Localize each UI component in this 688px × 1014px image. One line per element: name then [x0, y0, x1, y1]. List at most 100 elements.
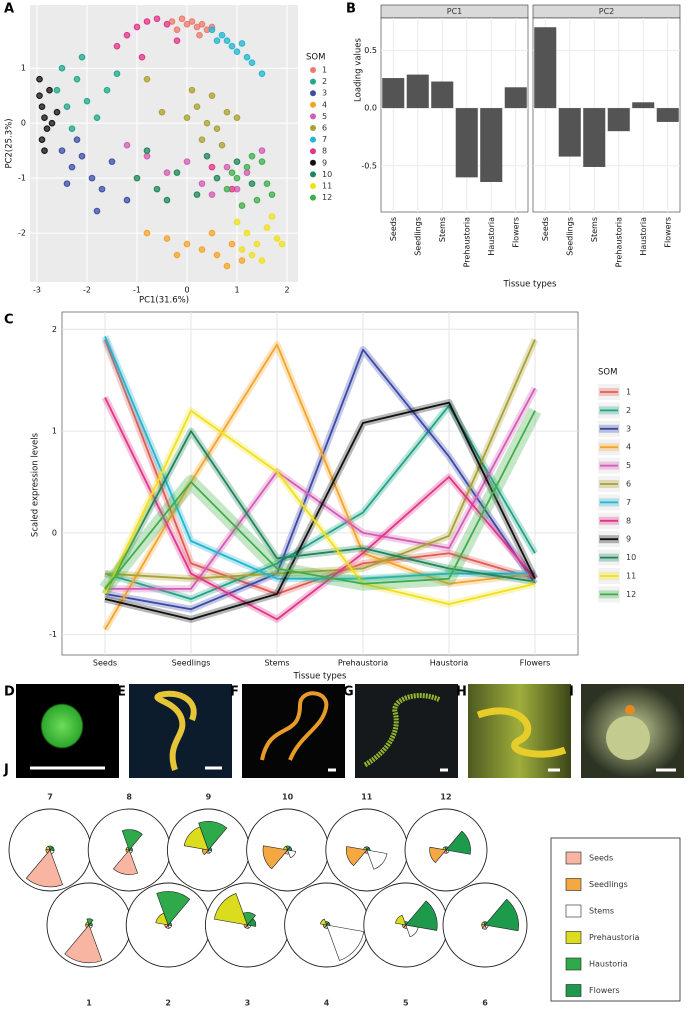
- point: [223, 108, 231, 116]
- x-tick-label: Seedlings: [172, 659, 211, 668]
- point: [93, 207, 101, 215]
- panel-label: E: [117, 685, 126, 700]
- legend-label: Seedlings: [589, 880, 628, 889]
- point: [248, 152, 256, 160]
- point: [173, 169, 181, 176]
- point: [53, 86, 61, 94]
- x-tick-label: Seedlings: [565, 217, 574, 256]
- wedge: [366, 847, 371, 851]
- point: [268, 213, 276, 220]
- wedge: [287, 846, 292, 852]
- point: [243, 229, 251, 237]
- point: [198, 180, 206, 187]
- legend-label: 5: [322, 112, 327, 121]
- legend-label: Seeds: [589, 854, 613, 863]
- series-line: [104, 401, 536, 621]
- wedge: [326, 922, 331, 926]
- point: [133, 174, 141, 182]
- photo-seedlings-curl: [154, 690, 197, 771]
- legend-label: 11: [626, 572, 636, 581]
- legend-label: 10: [626, 553, 636, 562]
- point: [228, 42, 236, 50]
- point: [268, 191, 276, 198]
- facet-label: PC2: [599, 7, 615, 16]
- legend-swatch: [565, 851, 582, 865]
- point: [238, 257, 246, 264]
- point: [123, 196, 131, 204]
- legend-swatch: [310, 171, 316, 178]
- y-tick-label: 0.5: [364, 46, 377, 55]
- rose-label: 4: [324, 999, 330, 1008]
- bar: [558, 108, 581, 157]
- point: [38, 136, 46, 143]
- point: [48, 119, 56, 127]
- y-tick-label: 1: [21, 64, 26, 73]
- point: [173, 26, 181, 34]
- legend-label: 6: [322, 124, 327, 133]
- y-tick-label: 0.0: [364, 104, 377, 113]
- legend-swatch: [310, 67, 316, 73]
- x-axis-title: Tissue types: [503, 280, 557, 290]
- point: [233, 218, 241, 226]
- legend-swatch: [310, 159, 316, 166]
- legend-title: SOM: [598, 368, 617, 378]
- legend-label: Prehaustoria: [589, 933, 639, 942]
- point: [123, 141, 131, 149]
- point: [228, 169, 236, 176]
- point: [248, 180, 256, 187]
- legend-label: 9: [626, 535, 631, 544]
- point: [68, 163, 76, 171]
- bar: [534, 27, 557, 109]
- x-tick-label: Flowers: [511, 217, 520, 248]
- photo-haustoria-coil: [476, 707, 567, 758]
- point: [73, 75, 81, 83]
- y-tick-label: -2: [18, 229, 26, 238]
- legend-label: 8: [626, 516, 631, 525]
- point: [163, 196, 171, 204]
- legend-label: 11: [322, 182, 332, 191]
- x-tick-label: Prehaustoria: [462, 217, 471, 267]
- point: [238, 246, 246, 253]
- rose-label: 6: [482, 999, 488, 1008]
- x-tick-label: Haustoria: [487, 217, 496, 256]
- x-tick-label: Seeds: [93, 659, 117, 668]
- bar: [583, 108, 606, 167]
- point: [208, 26, 216, 34]
- series-line: [104, 409, 536, 606]
- wedge: [128, 847, 133, 851]
- point: [198, 246, 206, 253]
- rose-label: 11: [361, 793, 373, 802]
- point: [213, 251, 221, 259]
- x-axis-title: Tissue types: [293, 672, 347, 682]
- point: [208, 229, 216, 237]
- point: [46, 86, 53, 94]
- plot-panel: [380, 17, 529, 213]
- point: [143, 18, 151, 25]
- wedge: [167, 922, 172, 926]
- legend-label: 6: [626, 480, 631, 489]
- point: [158, 108, 166, 116]
- y-tick-label: -1: [18, 174, 26, 183]
- point: [173, 251, 181, 259]
- point: [273, 235, 281, 242]
- legend-label: 7: [322, 135, 327, 144]
- point: [83, 97, 91, 105]
- point: [253, 240, 261, 248]
- point: [113, 42, 121, 50]
- point: [38, 103, 46, 110]
- wedge: [121, 829, 143, 851]
- x-tick-label: Haustoria: [430, 659, 469, 668]
- point: [188, 18, 196, 25]
- point: [248, 251, 256, 259]
- point: [258, 158, 266, 165]
- y-axis-title: Loading values: [354, 37, 364, 101]
- point: [153, 185, 161, 193]
- wedge: [213, 893, 248, 926]
- wedge: [49, 846, 55, 852]
- point: [68, 125, 76, 132]
- point: [213, 37, 221, 45]
- photo-flowers-anther: [625, 705, 635, 715]
- point: [198, 136, 206, 143]
- point: [63, 103, 71, 110]
- wedge: [395, 914, 407, 926]
